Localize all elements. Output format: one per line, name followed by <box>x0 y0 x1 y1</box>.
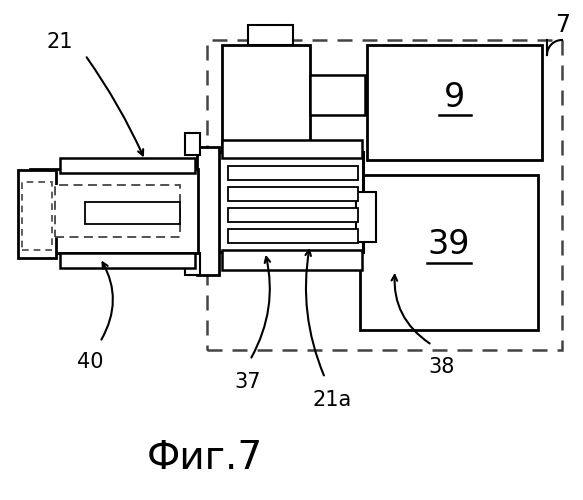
Bar <box>215 152 363 252</box>
Text: 38: 38 <box>429 357 455 377</box>
Text: 39: 39 <box>428 228 470 261</box>
Bar <box>222 250 362 270</box>
Bar <box>55 185 180 237</box>
Bar <box>22 182 52 250</box>
Bar <box>222 45 310 160</box>
Bar <box>222 140 362 158</box>
Bar <box>185 133 200 155</box>
Bar <box>248 25 293 45</box>
Bar <box>228 166 358 180</box>
Bar <box>228 187 358 201</box>
Bar <box>228 208 358 222</box>
Bar <box>360 175 538 330</box>
Bar <box>310 75 365 115</box>
Text: 21a: 21a <box>312 390 352 410</box>
Text: 7: 7 <box>556 13 571 37</box>
Bar <box>207 40 562 350</box>
Bar <box>85 202 180 224</box>
Text: 40: 40 <box>77 352 103 372</box>
Bar <box>18 170 56 258</box>
Bar <box>185 253 200 275</box>
Text: 21: 21 <box>47 32 73 52</box>
Bar <box>367 45 542 160</box>
Bar <box>197 147 219 275</box>
Bar <box>30 169 198 253</box>
Bar <box>356 192 376 242</box>
Bar <box>60 158 195 173</box>
Bar <box>228 229 358 243</box>
Text: Фиг.7: Фиг.7 <box>147 439 263 477</box>
Bar <box>60 253 195 268</box>
Text: 37: 37 <box>235 372 261 392</box>
Text: 9: 9 <box>444 81 465 114</box>
